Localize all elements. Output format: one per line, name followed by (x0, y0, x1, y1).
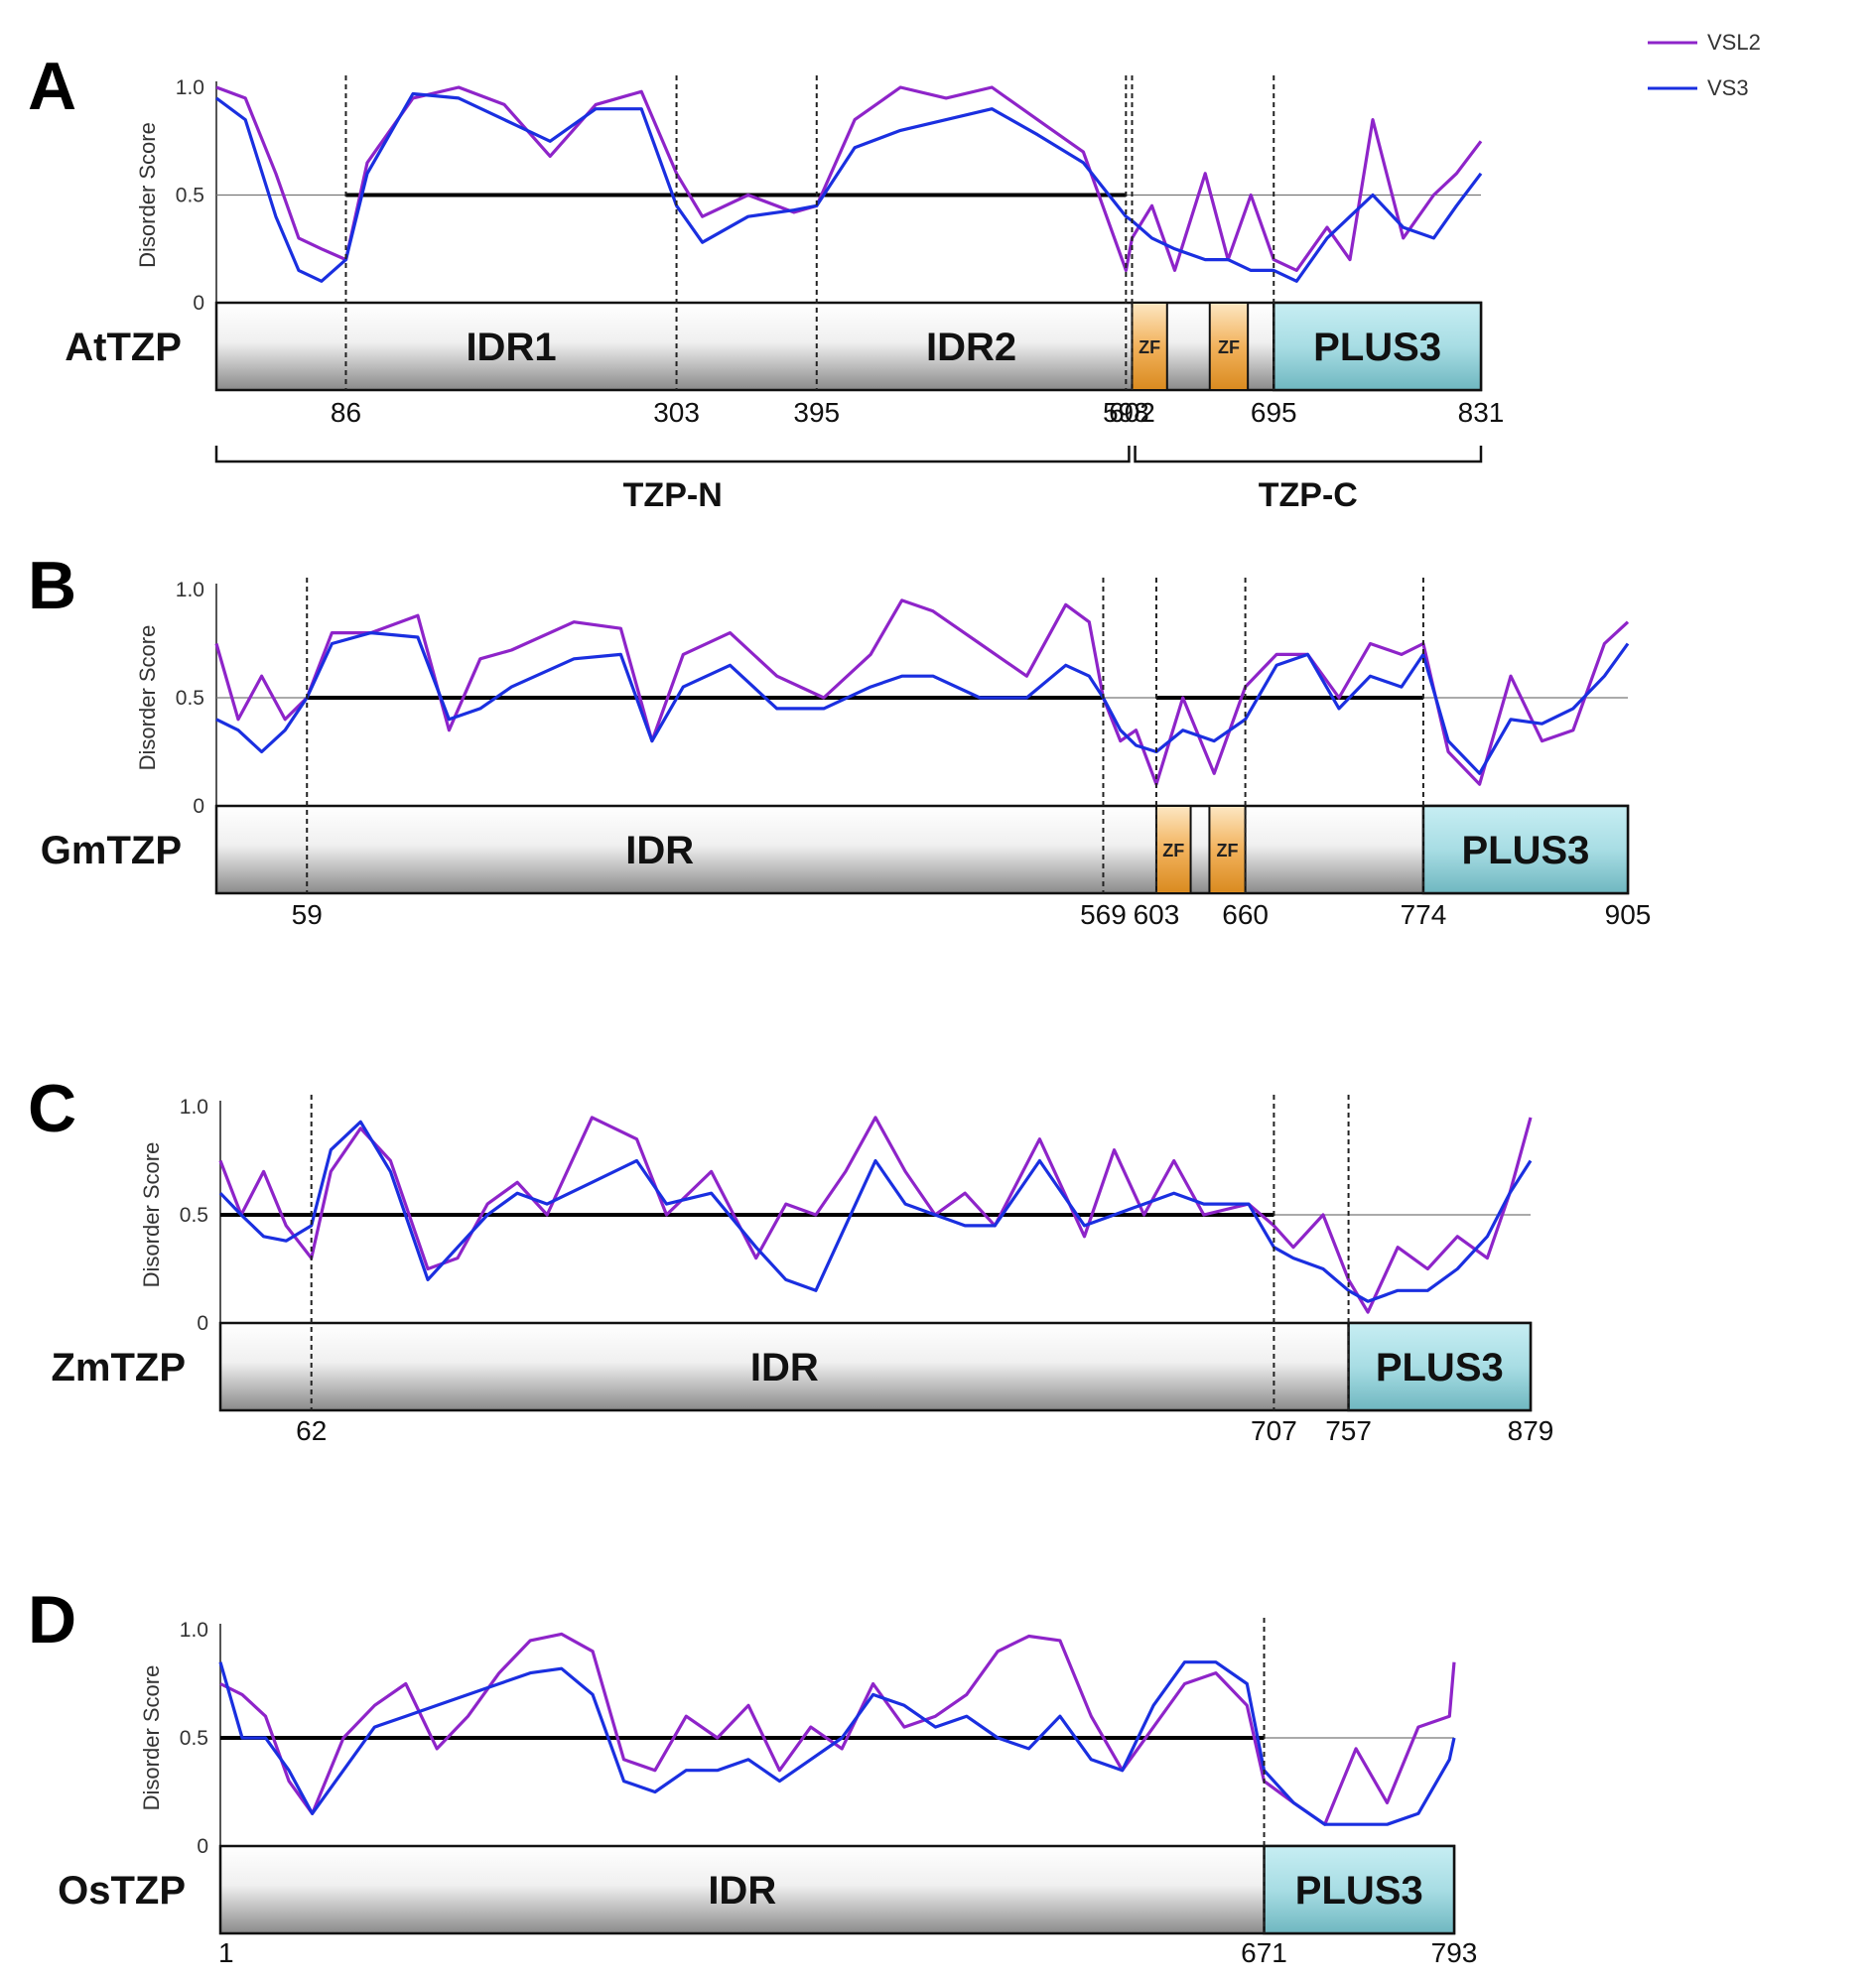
position-label: 695 (1251, 397, 1297, 428)
region-bracket (1134, 446, 1483, 463)
panel-letter: B (28, 548, 76, 623)
protein-bar (218, 1321, 1533, 1412)
position-label: 602 (1109, 397, 1155, 428)
y-tick-label: 0.5 (176, 687, 204, 710)
y-tick-label: 0 (197, 1312, 208, 1335)
y-tick-label: 1.0 (176, 579, 204, 601)
position-label: 879 (1508, 1415, 1554, 1446)
plus3-domain (1272, 301, 1483, 392)
y-tick-label: 0.5 (176, 185, 204, 207)
panel-letter: A (28, 49, 76, 124)
region-bracket (214, 446, 1131, 463)
region-label: TZP-C (1259, 476, 1358, 514)
position-label: 62 (296, 1415, 327, 1446)
domain-label: IDR2 (926, 326, 1016, 369)
zf-domain (1208, 302, 1250, 391)
position-label: 86 (331, 397, 361, 428)
legend-label-vs3: VS3 (1707, 75, 1749, 100)
position-label: 303 (653, 397, 700, 428)
y-tick-label: 0 (193, 292, 204, 315)
zf-domain (1208, 805, 1247, 894)
protein-bar (214, 804, 1630, 895)
domain-label: IDR1 (466, 326, 556, 369)
protein-name: OsTZP (58, 1869, 186, 1913)
y-tick-label: 1.0 (180, 1619, 208, 1642)
panel-letter: C (28, 1071, 76, 1146)
position-label: 59 (292, 899, 323, 930)
plus3-domain (1421, 804, 1630, 895)
panel-letter: D (28, 1582, 76, 1657)
y-tick-label: 0.5 (180, 1727, 208, 1750)
domain-label: PLUS3 (1295, 1869, 1423, 1913)
series-line-vsl2 (215, 85, 1483, 272)
y-tick-label: 0 (193, 795, 204, 818)
y-tick-label: 1.0 (180, 1096, 208, 1119)
plus3-domain (1263, 1844, 1456, 1935)
position-label: 905 (1605, 899, 1652, 930)
region-label: TZP-N (623, 476, 723, 514)
domain-label: PLUS3 (1313, 326, 1441, 369)
y-axis-label: Disorder Score (139, 1665, 164, 1811)
plus3-domain (1347, 1321, 1533, 1412)
position-label: 660 (1222, 899, 1269, 930)
series-line-vs3 (218, 1120, 1533, 1303)
position-label: 707 (1251, 1415, 1297, 1446)
series-line-vs3 (215, 630, 1630, 775)
y-tick-label: 1.0 (176, 76, 204, 99)
zf-label: ZF (1217, 841, 1239, 860)
legend-label-vsl2: VSL2 (1707, 30, 1761, 55)
series-line-vsl2 (214, 598, 1630, 786)
panel-a: A 0 0.5 1.0 Disorder Score IDR1 IDR2 ZF ZF PLUS3 A… (28, 49, 1504, 514)
position-label: 831 (1458, 397, 1505, 428)
position-label: 395 (793, 397, 840, 428)
panel-c: C 0 0.5 1.0 Disorder Score IDR PLUS3 ZmTZP 62 707… (28, 1071, 1553, 1446)
series-line-vs3 (215, 91, 1483, 283)
legend: VSL2 VS3 (1648, 30, 1761, 100)
y-axis-label: Disorder Score (139, 1142, 164, 1288)
position-label: 598 (1103, 397, 1149, 428)
y-tick-label: 0 (197, 1835, 208, 1858)
domain-label: IDR (750, 1346, 819, 1390)
panel-b: B 0 0.5 1.0 Disorder Score IDR ZF ZF PLUS3 GmTZP 5… (28, 548, 1651, 930)
protein-name: GmTZP (41, 829, 182, 872)
series-line-vsl2 (219, 1632, 1456, 1826)
position-label: 1 (218, 1937, 234, 1968)
domain-label: PLUS3 (1376, 1346, 1504, 1390)
domain-label: PLUS3 (1461, 829, 1589, 872)
position-label: 774 (1401, 899, 1447, 930)
position-label: 793 (1431, 1937, 1478, 1968)
position-label: 569 (1080, 899, 1127, 930)
position-label: 671 (1241, 1937, 1287, 1968)
zf-label: ZF (1139, 337, 1160, 357)
zf-domain (1154, 805, 1192, 894)
position-label: 603 (1134, 899, 1180, 930)
position-label: 757 (1325, 1415, 1372, 1446)
series-line-vsl2 (218, 1116, 1533, 1314)
y-tick-label: 0.5 (180, 1204, 208, 1227)
panel-d: D 0 0.5 1.0 Disorder Score IDR PLUS3 OsTZP 1 671 7… (28, 1582, 1477, 1968)
y-axis-label: Disorder Score (135, 625, 160, 771)
domain-label: IDR (625, 829, 694, 872)
y-axis-label: Disorder Score (135, 122, 160, 268)
protein-bar (214, 301, 1483, 392)
zf-label: ZF (1162, 841, 1184, 860)
domain-label: IDR (708, 1869, 776, 1913)
protein-name: ZmTZP (51, 1346, 186, 1390)
protein-name: AtTZP (65, 326, 182, 369)
zf-label: ZF (1218, 337, 1240, 357)
protein-bar (218, 1844, 1456, 1935)
